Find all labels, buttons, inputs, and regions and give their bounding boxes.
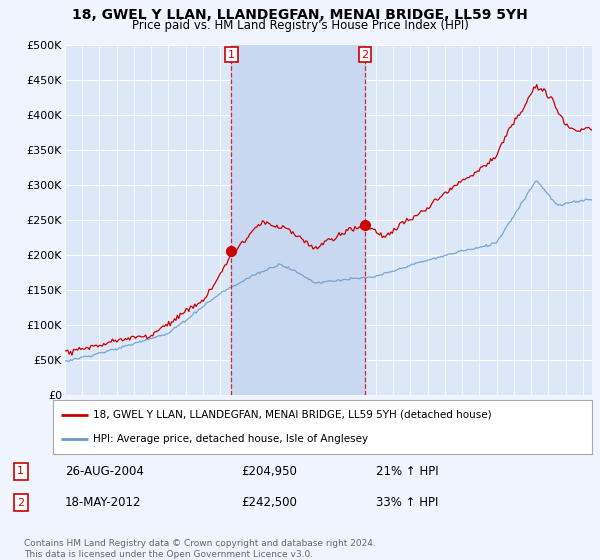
Text: HPI: Average price, detached house, Isle of Anglesey: HPI: Average price, detached house, Isle…: [93, 434, 368, 444]
Text: 1: 1: [17, 466, 24, 476]
Text: 18, GWEL Y LLAN, LLANDEGFAN, MENAI BRIDGE, LL59 5YH: 18, GWEL Y LLAN, LLANDEGFAN, MENAI BRIDG…: [72, 8, 528, 22]
Text: 18-MAY-2012: 18-MAY-2012: [65, 496, 142, 509]
Text: 18, GWEL Y LLAN, LLANDEGFAN, MENAI BRIDGE, LL59 5YH (detached house): 18, GWEL Y LLAN, LLANDEGFAN, MENAI BRIDG…: [93, 410, 492, 420]
Text: Contains HM Land Registry data © Crown copyright and database right 2024.
This d: Contains HM Land Registry data © Crown c…: [24, 539, 376, 559]
Text: £204,950: £204,950: [241, 465, 297, 478]
Text: £242,500: £242,500: [241, 496, 297, 509]
Text: 33% ↑ HPI: 33% ↑ HPI: [376, 496, 439, 509]
Text: 2: 2: [17, 498, 24, 508]
Text: 2: 2: [361, 50, 368, 60]
Text: 21% ↑ HPI: 21% ↑ HPI: [376, 465, 439, 478]
Bar: [232, 45, 365, 395]
Text: 26-AUG-2004: 26-AUG-2004: [65, 465, 143, 478]
Text: Price paid vs. HM Land Registry's House Price Index (HPI): Price paid vs. HM Land Registry's House …: [131, 19, 469, 32]
Text: 1: 1: [228, 50, 235, 60]
